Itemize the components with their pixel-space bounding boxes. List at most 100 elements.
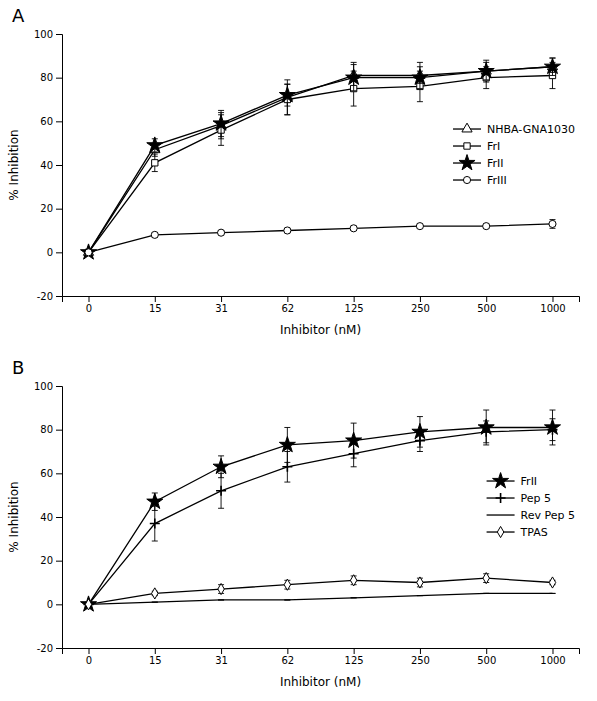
x-axis-title: Inhibitor (nM) [280, 323, 361, 337]
y-tick-label: 40 [40, 160, 53, 171]
x-tick-label: 31 [215, 655, 228, 666]
series [83, 58, 557, 255]
x-tick-label: 62 [281, 303, 294, 314]
point-marker [151, 231, 158, 238]
point-marker [147, 137, 163, 152]
x-tick: 0 [86, 296, 92, 314]
point-marker [544, 58, 560, 73]
error-bar [351, 597, 357, 598]
point-marker [85, 249, 91, 255]
y-tick: 80 [40, 424, 62, 435]
x-tick-label: 15 [149, 655, 162, 666]
x-tick-label: 125 [345, 655, 364, 666]
legend-marker [497, 526, 503, 537]
x-tick: 125 [345, 648, 364, 666]
point-marker [85, 249, 92, 256]
x-tick: 15 [149, 296, 162, 314]
point-marker [284, 579, 290, 590]
y-tick-mark [56, 561, 62, 562]
panel-title: B [12, 357, 24, 378]
y-tick-mark [56, 121, 62, 122]
y-tick-mark [56, 296, 62, 297]
x-tick: 250 [411, 648, 430, 666]
axis-line [56, 35, 63, 297]
point-marker [349, 449, 359, 459]
y-tick-label: -20 [37, 291, 53, 302]
error-bar [152, 602, 158, 603]
y-tick-label: 40 [40, 512, 53, 523]
y-tick: 40 [40, 512, 62, 523]
series-line [89, 427, 553, 604]
y-tick-mark [56, 34, 62, 35]
legend-label: FrIII [487, 174, 507, 187]
y-tick-label: 0 [47, 247, 53, 258]
y-tick-mark [56, 386, 62, 387]
point-marker [85, 599, 91, 610]
y-tick: 100 [34, 381, 62, 392]
legend-item: NHBA-GNA1030 [453, 123, 575, 136]
x-tick-mark [486, 296, 487, 302]
x-tick-label: 0 [86, 655, 92, 666]
legend: FrIIPep 5Rev Pep 5TPAS [487, 473, 575, 539]
point-marker [412, 69, 428, 84]
y-tick-mark [56, 517, 62, 518]
point-marker [350, 575, 356, 586]
y-tick-label: -20 [37, 643, 53, 654]
series-line [89, 430, 553, 605]
y-axis-title: % Inhibition [7, 481, 21, 552]
x-tick: 62 [281, 648, 294, 666]
point-marker [279, 87, 295, 102]
x-tick-mark [420, 648, 421, 654]
x-tick-label: 125 [345, 303, 364, 314]
x-tick-mark [155, 296, 156, 302]
axis-line [63, 649, 580, 655]
x-axis-title: Inhibitor (nM) [280, 675, 361, 689]
legend: NHBA-GNA1030FrIFrIIFrIII [453, 123, 575, 187]
x-tick: 250 [411, 296, 430, 314]
y-tick: -20 [37, 643, 62, 654]
x-tick: 62 [281, 296, 294, 314]
point-marker [152, 160, 158, 166]
error-bar [218, 599, 224, 600]
x-tick-mark [420, 296, 421, 302]
x-tick-mark [221, 296, 222, 302]
y-tick: 0 [47, 599, 62, 610]
y-tick: 80 [40, 72, 62, 83]
y-tick-mark [56, 78, 62, 79]
point-marker [218, 229, 225, 236]
point-marker [478, 63, 494, 78]
legend-label: FrI [487, 140, 500, 153]
y-tick-label: 20 [40, 203, 53, 214]
point-marker [150, 519, 160, 529]
point-marker [213, 115, 229, 130]
chart-root: 0 15 31 62 125 250 500 1000 -20 0 20 40 60 80 100 Inhib… [0, 0, 597, 701]
error-bar [417, 595, 423, 596]
point-marker [481, 427, 491, 437]
series-line [89, 593, 553, 604]
y-tick-mark [56, 430, 62, 431]
y-tick-mark [56, 165, 62, 166]
x-tick: 125 [345, 296, 364, 314]
y-tick: 0 [47, 247, 62, 258]
axis-line [63, 297, 580, 303]
legend-item: FrIII [453, 174, 507, 187]
legend-item: Rev Pep 5 [487, 509, 575, 522]
x-tick: 31 [215, 648, 228, 666]
x-tick: 500 [477, 296, 496, 314]
point-marker [213, 458, 229, 473]
point-marker [152, 588, 158, 599]
x-tick-mark [287, 648, 288, 654]
error-bar [549, 593, 555, 594]
point-marker [415, 436, 425, 446]
legend-item: Pep 5 [487, 492, 552, 505]
x-tick-mark [552, 648, 553, 654]
panel: 01531621252505001000-20020406080100Inhib… [7, 5, 580, 337]
y-tick-label: 60 [40, 468, 53, 479]
x-tick: 1000 [540, 296, 565, 314]
y-tick: 40 [40, 160, 62, 171]
legend-item: FrI [453, 140, 500, 153]
x-tick: 1000 [540, 648, 565, 666]
error-bar [284, 599, 290, 600]
y-tick-label: 0 [47, 599, 53, 610]
point-marker [483, 573, 489, 584]
